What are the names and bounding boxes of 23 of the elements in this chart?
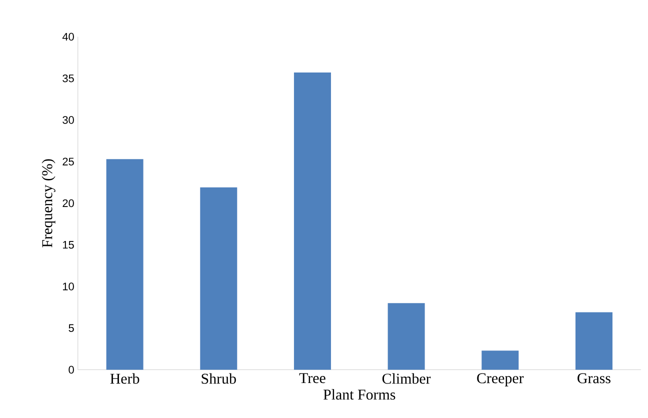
y-tick-label: 10 <box>63 282 74 290</box>
x-tick-label: Shrub <box>202 373 236 384</box>
bar <box>106 159 144 370</box>
bar <box>388 303 425 370</box>
bar <box>294 72 331 370</box>
y-tick-label: 30 <box>62 116 74 124</box>
x-tick-label: Climber <box>382 373 431 384</box>
x-tick-label: Creeper <box>477 373 524 386</box>
y-tick-label: 5 <box>68 324 74 332</box>
y-tick-label: 20 <box>62 199 74 208</box>
bar <box>575 312 612 370</box>
x-tick-label: Tree <box>299 373 326 384</box>
y-tick-label: 40 <box>62 32 74 41</box>
y-tick-label: 0 <box>68 366 74 374</box>
y-tick-label: 15 <box>63 241 74 249</box>
y-tick-label: 25 <box>62 158 74 166</box>
x-tick-label: Grass <box>578 373 610 384</box>
y-tick-label: 35 <box>62 74 74 82</box>
x-tick-label: Herb <box>110 373 140 384</box>
bar <box>482 350 519 370</box>
bar <box>200 187 238 370</box>
x-axis-title: Plant Forms <box>324 389 396 400</box>
y-axis-title: Frequency (%) <box>42 159 56 248</box>
